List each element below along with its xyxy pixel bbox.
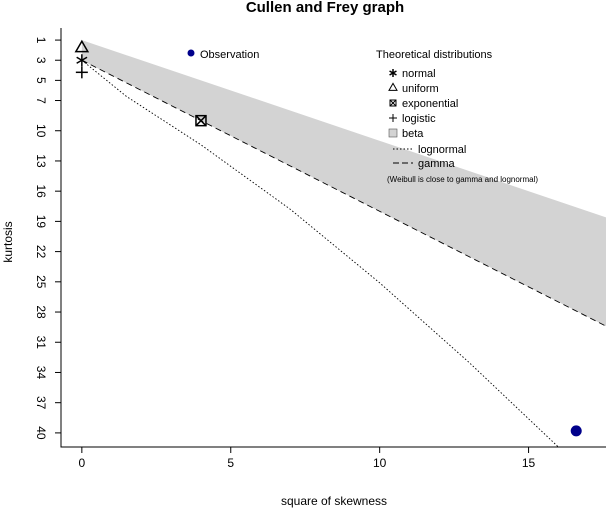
legend-beta-symbol (388, 128, 398, 138)
y-tick-label: 22 (34, 245, 48, 259)
y-tick-label: 40 (34, 426, 48, 440)
y-tick-label: 34 (34, 366, 48, 380)
x-tick-label: 5 (227, 456, 234, 470)
legend-observation-label: Observation (200, 49, 259, 61)
legend-normal-symbol (389, 69, 397, 77)
y-tick-label: 13 (34, 154, 48, 168)
legend-exponential-label: exponential (402, 98, 458, 110)
legend-observation-marker (187, 49, 195, 57)
x-axis-label: square of skewness (281, 494, 387, 508)
x-tick-label: 15 (522, 456, 536, 470)
lognormal-line (81, 59, 559, 447)
marker-logistic (75, 66, 88, 79)
legend-note: (Weibull is close to gamma and lognormal… (387, 175, 538, 184)
x-tick-label: 0 (79, 456, 86, 470)
y-tick-label: 37 (34, 396, 48, 410)
legend-uniform-label: uniform (402, 83, 439, 95)
y-tick-label: 5 (34, 77, 48, 84)
x-axis: 0 5 10 15 (79, 446, 536, 470)
y-tick-label: 16 (34, 184, 48, 198)
x-tick-label: 10 (373, 456, 387, 470)
y-tick-label: 10 (34, 124, 48, 138)
legend-uniform-symbol (388, 82, 398, 91)
markers (74, 39, 582, 437)
legend-beta-label: beta (402, 128, 424, 140)
legend-title: Theoretical distributions (376, 49, 493, 61)
marker-uniform (74, 39, 90, 53)
beta-region (81, 40, 606, 327)
y-tick-label: 19 (34, 215, 48, 229)
legend-exponential-symbol (389, 99, 397, 107)
y-tick-label: 28 (34, 305, 48, 319)
y-tick-label: 3 (34, 57, 48, 64)
marker-normal (76, 54, 88, 67)
marker-exponential (195, 114, 207, 127)
legend-gamma-label: gamma (418, 158, 456, 170)
legend-logistic-symbol (389, 114, 397, 122)
legend-normal-label: normal (402, 68, 436, 80)
gamma-line (81, 59, 606, 327)
y-tick-label: 31 (34, 336, 48, 350)
y-tick-label: 7 (34, 97, 48, 104)
legend: Observation Theoretical distributions no… (187, 49, 538, 184)
legend-items: normal uniform exponential logistic beta logn… (388, 68, 466, 170)
y-tick-label: 1 (34, 37, 48, 44)
legend-lognormal-label: lognormal (418, 144, 466, 156)
observation-point (570, 425, 582, 437)
plot-area (74, 39, 606, 447)
y-tick-label: 25 (34, 275, 48, 289)
legend-logistic-label: logistic (402, 113, 436, 125)
chart-title: Cullen and Frey graph (246, 0, 404, 16)
y-axis-label: kurtosis (1, 221, 15, 262)
